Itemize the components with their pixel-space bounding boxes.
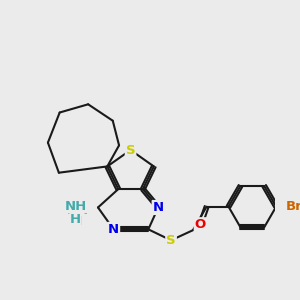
Text: N: N: [108, 223, 119, 236]
Text: Br: Br: [286, 200, 300, 213]
Text: S: S: [166, 234, 176, 247]
Text: N: N: [153, 201, 164, 214]
Text: H: H: [70, 213, 81, 226]
Text: S: S: [126, 143, 135, 157]
Text: H: H: [73, 215, 82, 228]
Text: NH: NH: [64, 200, 87, 213]
Text: NH: NH: [66, 204, 88, 217]
Text: O: O: [195, 218, 206, 231]
